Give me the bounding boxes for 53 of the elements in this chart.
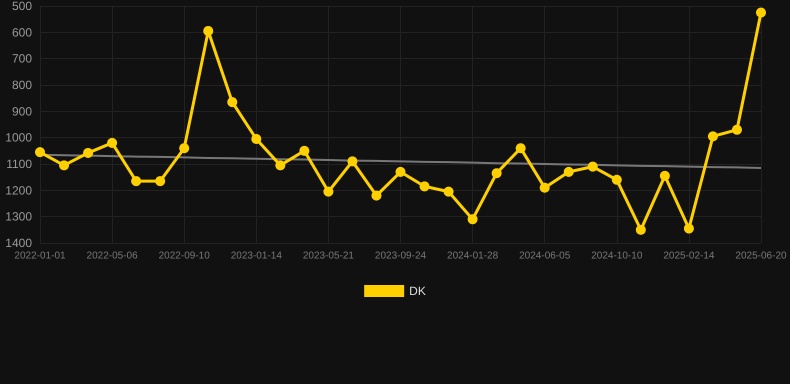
- y-tick-label: 800: [12, 78, 32, 92]
- point: [540, 182, 550, 193]
- y-tick-label: 700: [12, 52, 32, 66]
- point: [155, 176, 166, 186]
- x-tick-label: 2023-05-21: [302, 250, 354, 262]
- point: [660, 170, 670, 181]
- y-tick-label: 1200: [5, 183, 32, 198]
- point: [756, 8, 766, 18]
- x-tick-label: 2022-05-06: [86, 250, 138, 262]
- point: [444, 186, 454, 197]
- point: [708, 131, 718, 142]
- point: [516, 143, 526, 154]
- point: [564, 166, 574, 177]
- point: [107, 138, 118, 148]
- point: [179, 143, 190, 154]
- y-tick-label: 1000: [5, 130, 32, 145]
- point: [83, 148, 94, 158]
- point: [468, 214, 478, 224]
- point: [492, 168, 502, 178]
- point: [323, 186, 334, 197]
- point: [227, 97, 238, 108]
- point: [420, 181, 430, 192]
- point: [636, 224, 646, 235]
- point: [732, 124, 742, 135]
- y-tick-label: 500: [12, 0, 32, 13]
- point: [299, 146, 310, 156]
- y-tick-label: 1300: [5, 210, 32, 224]
- point: [684, 224, 694, 234]
- point: [396, 166, 406, 177]
- point: [59, 160, 70, 170]
- x-tick-label: 2025-02-14: [663, 250, 715, 262]
- x-tick-label: 2025-06-20: [735, 250, 788, 262]
- y-tick-label: 900: [12, 104, 32, 118]
- point: [347, 156, 358, 166]
- x-tick-label: 2024-10-10: [591, 250, 643, 262]
- x-tick-label: 2022-09-10: [158, 250, 210, 262]
- x-tick-label: 2024-01-28: [447, 250, 499, 262]
- y-tick-label: 1400: [5, 236, 32, 250]
- y-tick-label: 1100: [6, 157, 32, 171]
- x-tick-label: 2022-01-01: [14, 250, 66, 262]
- x-tick-label: 2023-01-14: [230, 250, 282, 262]
- point: [588, 162, 598, 172]
- point: [251, 134, 262, 144]
- point: [203, 26, 214, 36]
- point: [131, 176, 142, 186]
- point: [275, 160, 286, 170]
- point: [35, 147, 45, 158]
- point: [371, 190, 382, 201]
- point: [612, 174, 622, 185]
- legend-label: DK: [409, 284, 426, 298]
- y-tick-label: 600: [12, 25, 32, 40]
- x-tick-label: 2024-06-05: [519, 250, 571, 262]
- x-tick-label: 2023-09-24: [374, 250, 427, 262]
